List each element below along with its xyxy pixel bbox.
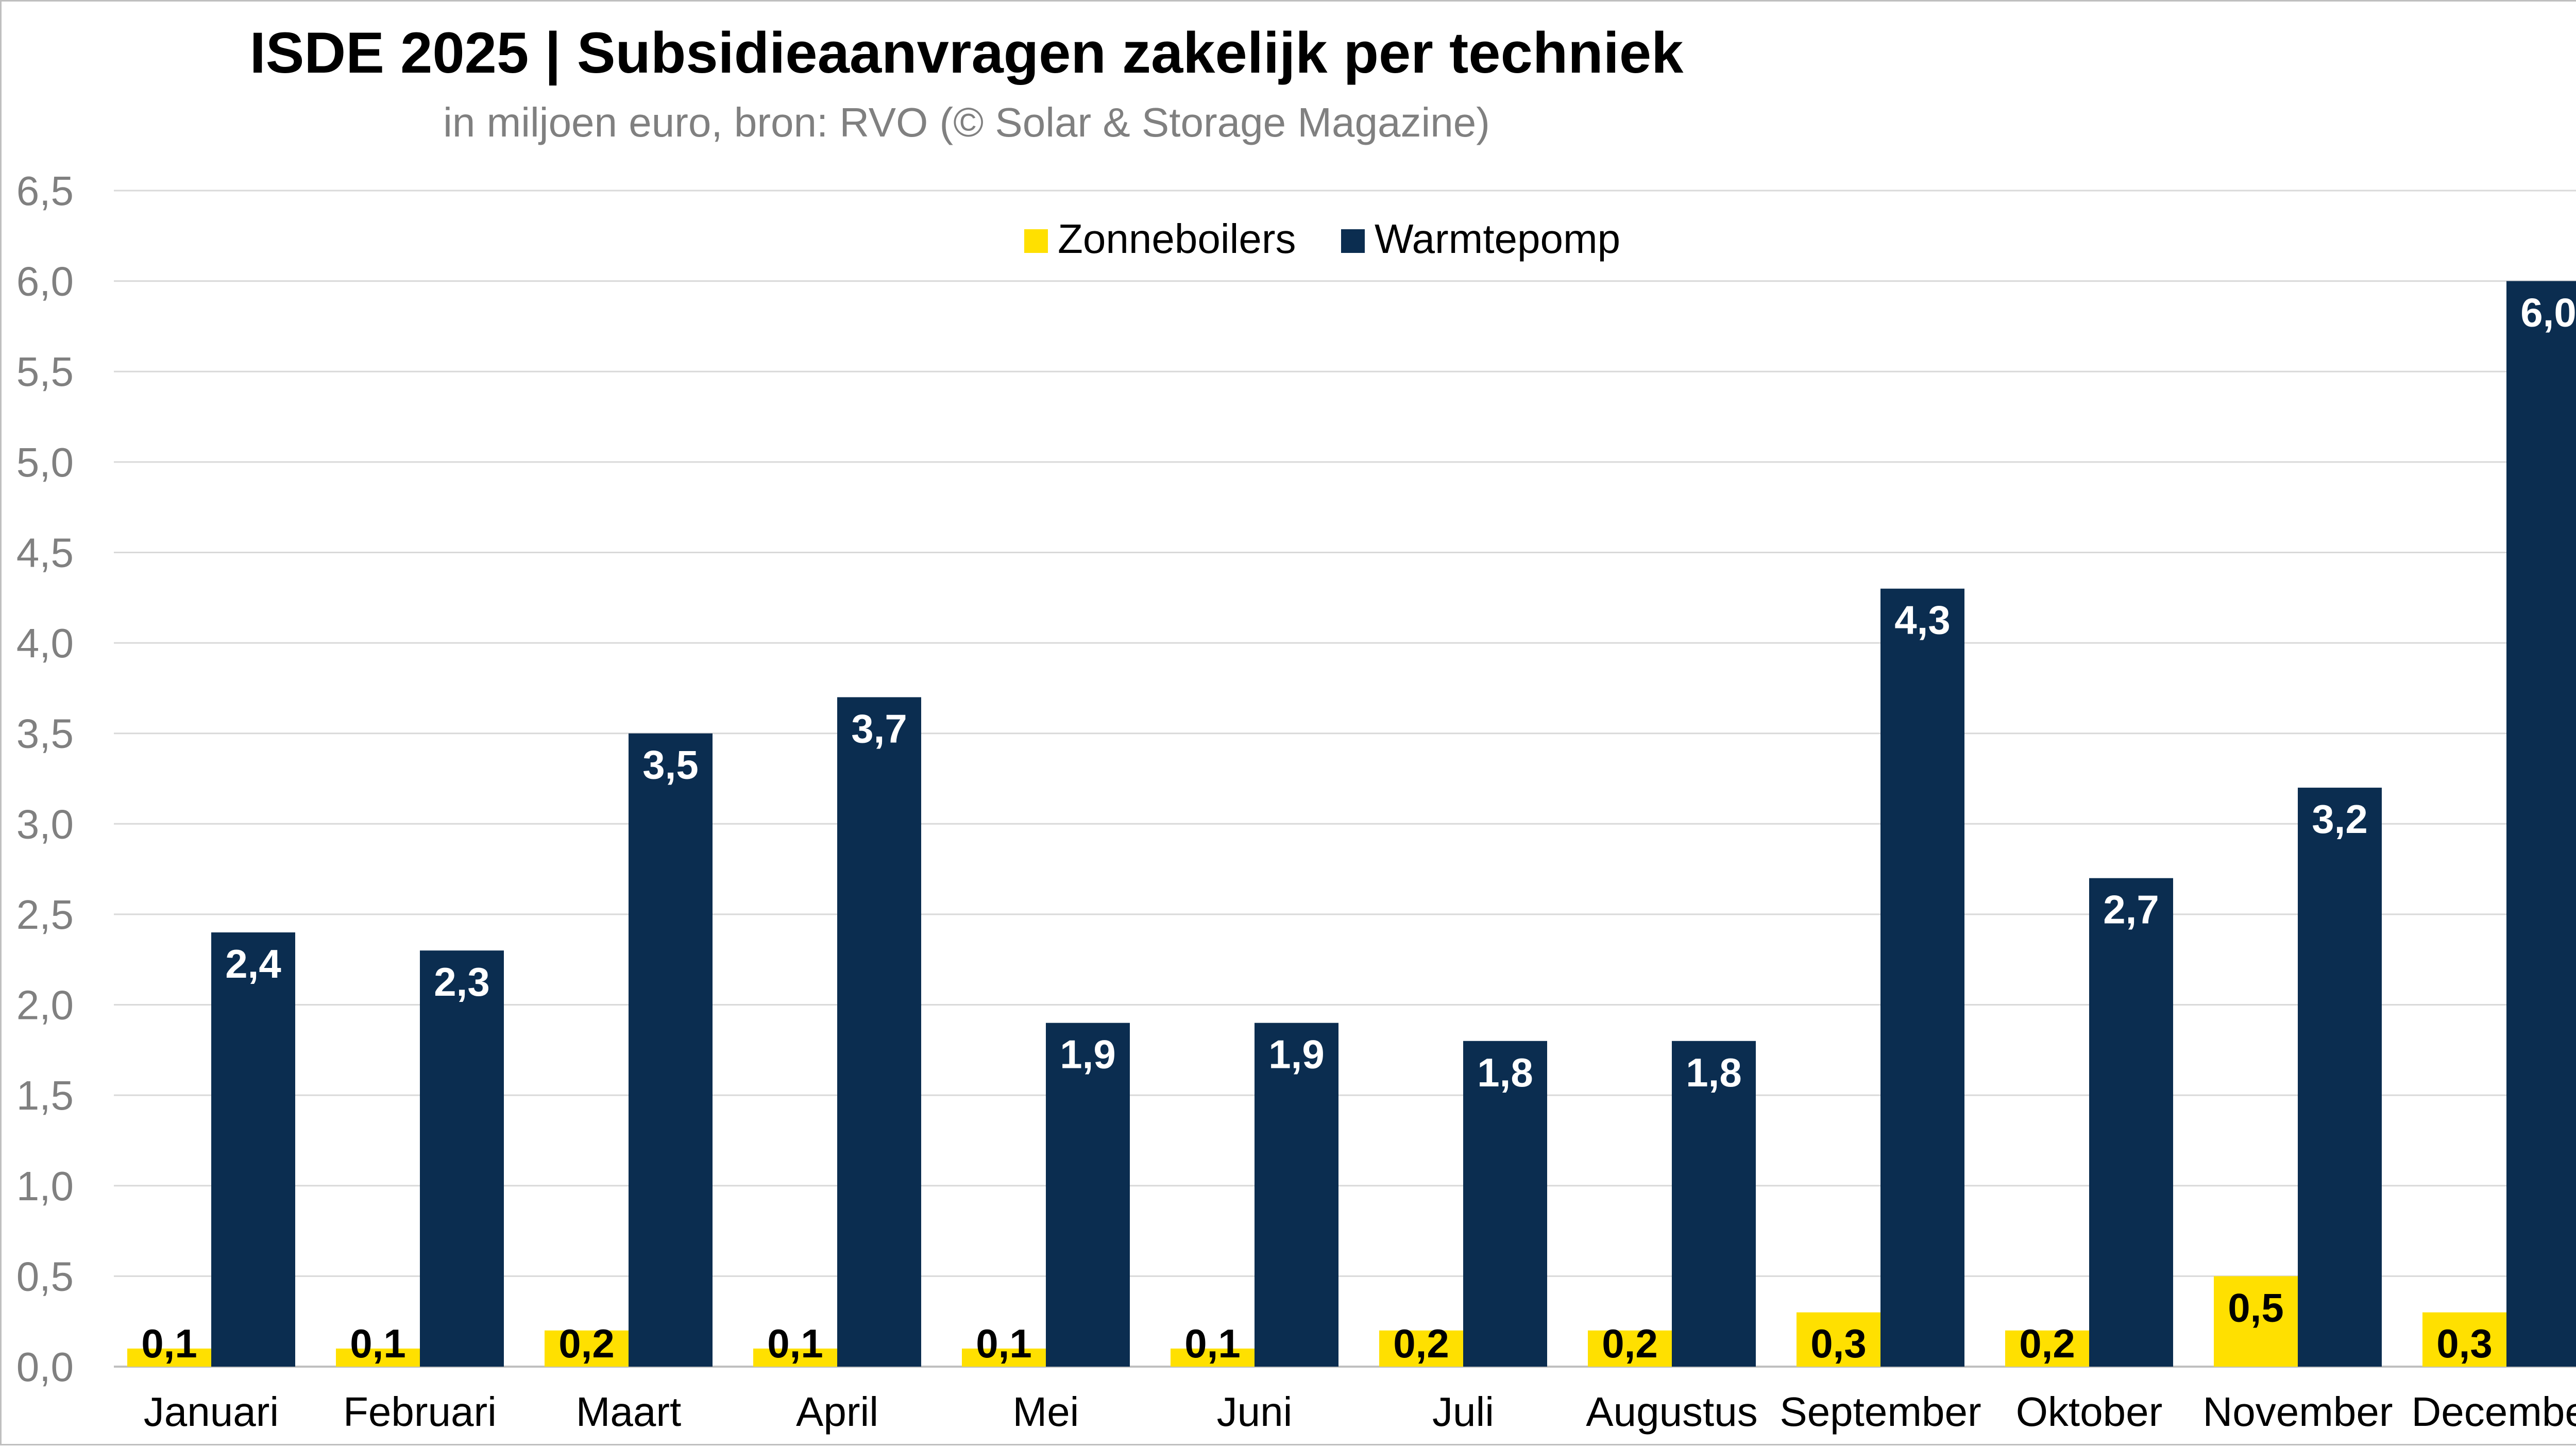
y-tick-label: 2,5 <box>16 892 74 938</box>
data-label-zonneboilers-februari: 0,1 <box>350 1321 405 1366</box>
data-label-zonneboilers-september: 0,3 <box>1810 1321 1866 1366</box>
legend-label-warmtepomp: Warmtepomp <box>1375 216 1620 262</box>
y-tick-label: 3,0 <box>16 801 74 847</box>
y-tick-label: 6,5 <box>16 168 74 214</box>
data-label-warmtepomp-augustus: 1,8 <box>1686 1050 1741 1095</box>
x-tick-label-september: September <box>1780 1389 1981 1435</box>
bar-zonneboilers-oktober <box>2005 1330 2089 1367</box>
bar-warmtepomp-september <box>1880 588 1964 1367</box>
x-tick-label-maart: Maart <box>576 1389 682 1435</box>
bar-zonneboilers-augustus <box>1588 1330 1672 1367</box>
y-tick-label: 4,5 <box>16 530 74 575</box>
data-label-warmtepomp-september: 4,3 <box>1894 598 1950 643</box>
bar-zonneboilers-juni <box>1171 1348 1255 1367</box>
bar-warmtepomp-mei <box>1046 1023 1130 1367</box>
data-label-zonneboilers-november: 0,5 <box>2228 1285 2283 1330</box>
bar-zonneboilers-november <box>2214 1276 2298 1367</box>
data-label-warmtepomp-oktober: 2,7 <box>2103 887 2159 932</box>
data-label-zonneboilers-maart: 0,2 <box>558 1321 614 1366</box>
data-label-warmtepomp-april: 3,7 <box>851 706 907 751</box>
y-tick-label: 5,5 <box>16 349 74 395</box>
legend-swatch-warmtepomp <box>1341 229 1365 253</box>
legend: Zonneboilers Warmtepomp <box>1024 216 1620 262</box>
x-tick-label-februari: Februari <box>343 1389 497 1435</box>
data-label-warmtepomp-november: 3,2 <box>2312 796 2367 842</box>
data-label-zonneboilers-december: 0,3 <box>2436 1321 2492 1366</box>
bar-warmtepomp-februari <box>420 950 504 1367</box>
bar-warmtepomp-maart <box>629 733 713 1367</box>
data-label-warmtepomp-juli: 1,8 <box>1477 1050 1533 1095</box>
data-label-zonneboilers-april: 0,1 <box>767 1321 823 1366</box>
chart-subtitle: in miljoen euro, bron: RVO (© Solar & St… <box>443 99 1490 145</box>
bar-zonneboilers-juli <box>1379 1330 1463 1367</box>
bar-zonneboilers-september <box>1797 1312 1880 1367</box>
y-tick-label: 1,0 <box>16 1163 74 1209</box>
x-tick-label-oktober: Oktober <box>2016 1389 2163 1435</box>
data-label-warmtepomp-mei: 1,9 <box>1060 1032 1115 1077</box>
bar-warmtepomp-juli <box>1463 1041 1547 1367</box>
data-label-zonneboilers-juli: 0,2 <box>1393 1321 1449 1366</box>
y-tick-label: 1,5 <box>16 1073 74 1118</box>
x-tick-label-mei: Mei <box>1013 1389 1079 1435</box>
data-label-zonneboilers-juni: 0,1 <box>1184 1321 1240 1366</box>
x-tick-label-april: April <box>796 1389 878 1435</box>
bar-warmtepomp-januari <box>211 932 295 1367</box>
y-tick-label: 6,0 <box>16 259 74 304</box>
bar-warmtepomp-november <box>2298 788 2382 1367</box>
bar-warmtepomp-april <box>837 697 921 1367</box>
bar-zonneboilers-december <box>2422 1312 2506 1367</box>
legend-swatch-zonneboilers <box>1024 229 1048 253</box>
gridlines <box>114 190 2576 1368</box>
chart-title: ISDE 2025 | Subsidieaanvragen zakelijk p… <box>250 21 1684 86</box>
x-tick-label-januari: Januari <box>144 1389 279 1435</box>
bar-warmtepomp-december <box>2506 281 2576 1367</box>
data-label-warmtepomp-juni: 1,9 <box>1268 1032 1324 1077</box>
bars <box>127 281 2576 1367</box>
bar-warmtepomp-augustus <box>1672 1041 1756 1367</box>
x-tick-label-december: December <box>2411 1389 2576 1435</box>
x-axis-categories: Januari Februari Maart April Mei Juni Juli Augu… <box>144 1389 2576 1435</box>
bar-warmtepomp-oktober <box>2089 878 2173 1367</box>
y-tick-label: 2,0 <box>16 982 74 1028</box>
y-tick-label: 3,5 <box>16 711 74 757</box>
bar-zonneboilers-mei <box>962 1348 1046 1367</box>
x-tick-label-november: November <box>2202 1389 2393 1435</box>
x-tick-label-augustus: Augustus <box>1586 1389 1758 1435</box>
data-label-zonneboilers-oktober: 0,2 <box>2019 1321 2075 1366</box>
y-tick-label: 0,0 <box>16 1344 74 1390</box>
data-label-zonneboilers-mei: 0,1 <box>976 1321 1031 1366</box>
x-tick-label-juli: Juli <box>1432 1389 1494 1435</box>
y-tick-label: 5,0 <box>16 439 74 485</box>
bar-zonneboilers-april <box>753 1348 837 1367</box>
legend-label-zonneboilers: Zonneboilers <box>1058 216 1296 262</box>
bar-zonneboilers-februari <box>336 1348 420 1367</box>
y-axis-ticks: 0,0 0,5 1,0 1,5 2,0 2,5 3,0 3,5 4,0 4,5 5,0 5,5 6,0 6… <box>16 168 74 1390</box>
bar-warmtepomp-juni <box>1255 1023 1338 1367</box>
data-label-zonneboilers-augustus: 0,2 <box>1602 1321 1657 1366</box>
y-tick-label: 0,5 <box>16 1253 74 1299</box>
bar-zonneboilers-januari <box>127 1348 211 1367</box>
y-tick-label: 4,0 <box>16 620 74 666</box>
data-label-warmtepomp-december: 6,0 <box>2520 290 2576 335</box>
data-label-zonneboilers-januari: 0,1 <box>141 1321 197 1366</box>
data-label-warmtepomp-januari: 2,4 <box>225 941 281 986</box>
bar-zonneboilers-maart <box>545 1330 629 1367</box>
data-labels: 0,1 2,4 0,1 2,3 0,2 3,5 0,1 3,7 0,1 1,9 0,1 1,9 0,2 1… <box>141 290 2576 1366</box>
x-tick-label-juni: Juni <box>1217 1389 1293 1435</box>
data-label-warmtepomp-februari: 2,3 <box>434 959 489 1005</box>
data-label-warmtepomp-maart: 3,5 <box>642 742 698 788</box>
